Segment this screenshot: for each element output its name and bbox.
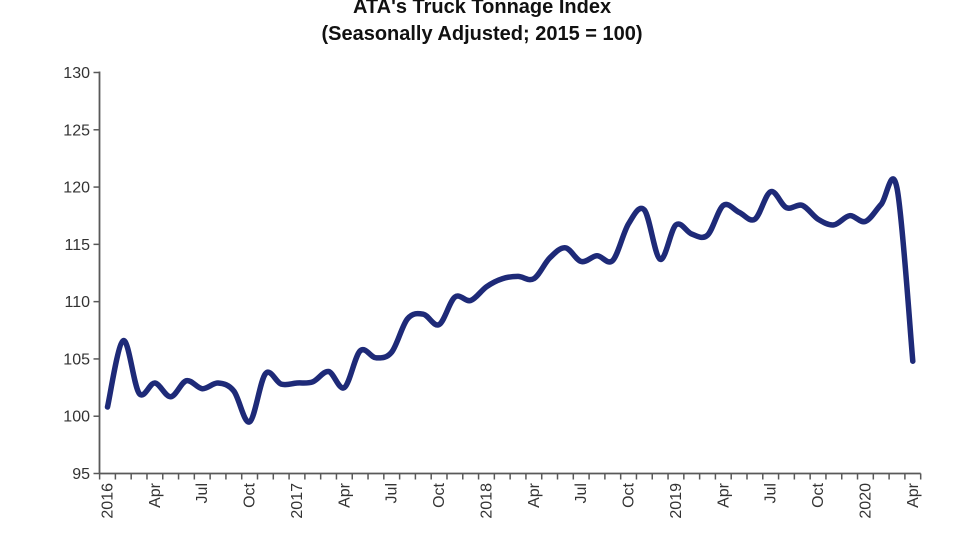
- x-tick-label: 2019: [668, 483, 685, 519]
- x-tick-label: Oct: [242, 482, 259, 507]
- y-tick-label: 100: [63, 409, 90, 426]
- x-tick-label: Apr: [336, 482, 353, 508]
- x-tick-label: Jul: [194, 483, 211, 503]
- x-tick-label: Jul: [384, 483, 401, 503]
- x-tick-label: Apr: [147, 482, 164, 508]
- chart-title: ATA's Truck Tonnage Index: [352, 0, 612, 18]
- tonnage-index-line: [104, 176, 916, 425]
- y-tick-label: 120: [63, 180, 90, 197]
- x-tick-label: Jul: [763, 483, 780, 503]
- x-tick-label: 2020: [857, 483, 874, 519]
- y-tick-label: 95: [72, 466, 90, 483]
- x-tick-label: 2018: [478, 483, 495, 519]
- y-tick-label: 110: [64, 294, 90, 311]
- x-tick-label: 2017: [289, 483, 306, 519]
- chart-subtitle: (Seasonally Adjusted; 2015 = 100): [321, 23, 643, 45]
- x-tick-label: Oct: [621, 482, 638, 507]
- y-tick-label: 125: [63, 122, 90, 139]
- y-tick-label: 115: [64, 237, 90, 254]
- x-tick-label: Oct: [810, 482, 827, 507]
- chart-title-block: ATA's Truck Tonnage Index (Seasonally Ad…: [0, 0, 972, 48]
- x-tick-label: Jul: [573, 483, 590, 503]
- x-tick-label: Apr: [905, 482, 922, 508]
- x-tick-label: Oct: [431, 482, 448, 507]
- x-tick-label: Apr: [526, 482, 543, 508]
- x-tick-label: Apr: [715, 482, 732, 508]
- x-tick-label: 2016: [100, 483, 117, 519]
- y-tick-label: 105: [63, 351, 90, 368]
- y-tick-label: 130: [63, 65, 90, 82]
